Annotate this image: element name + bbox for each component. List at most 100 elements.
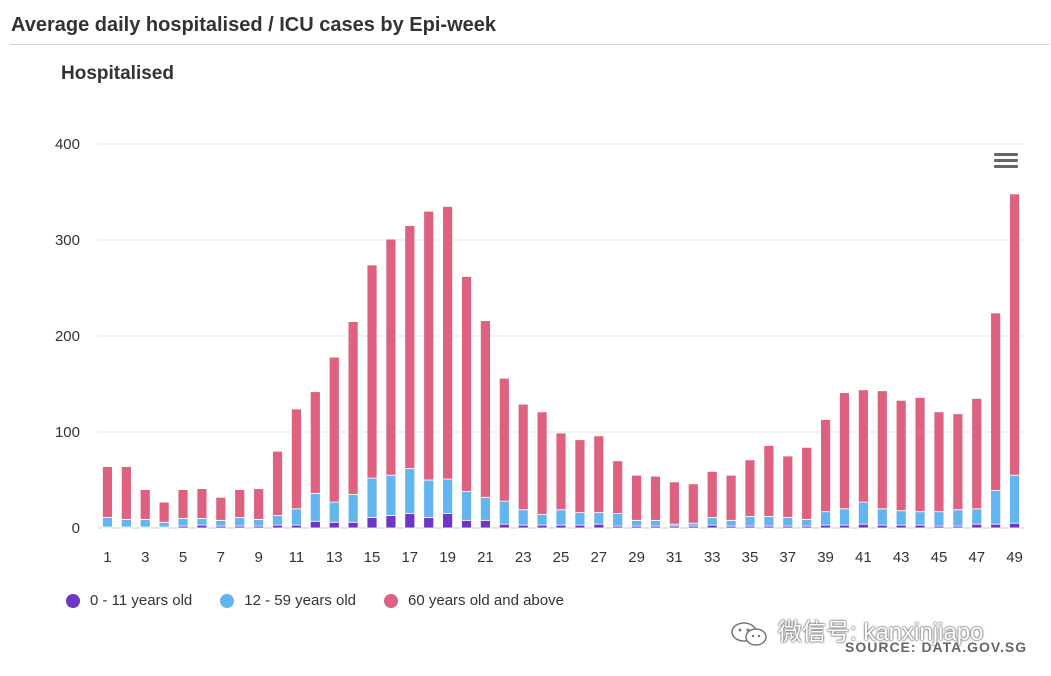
bar-week-19-series-1[interactable] bbox=[442, 478, 454, 515]
bar-week-17-series-1[interactable] bbox=[404, 468, 416, 515]
bar-week-26-series-0[interactable] bbox=[574, 524, 586, 529]
bar-week-22-series-2[interactable] bbox=[498, 377, 510, 502]
bar-week-37-series-2[interactable] bbox=[782, 455, 794, 518]
bar-week-5-series-2[interactable] bbox=[177, 489, 189, 519]
bar-week-25-series-2[interactable] bbox=[555, 432, 567, 511]
bar-week-19-series-0[interactable] bbox=[442, 513, 454, 529]
bar-week-10-series-0[interactable] bbox=[272, 524, 283, 529]
bar-week-2-series-2[interactable] bbox=[120, 466, 132, 520]
bar-week-42-series-1[interactable] bbox=[876, 508, 888, 526]
bar-week-46-series-2[interactable] bbox=[952, 413, 964, 511]
bar-week-8-series-2[interactable] bbox=[234, 489, 246, 518]
bar-week-36-series-2[interactable] bbox=[763, 445, 775, 517]
bar-week-40-series-2[interactable] bbox=[839, 392, 850, 510]
legend-item-60-plus[interactable]: 60 years old and above bbox=[384, 592, 564, 609]
bar-week-25-series-0[interactable] bbox=[555, 524, 567, 529]
bar-week-24-series-0[interactable] bbox=[536, 524, 548, 529]
bar-week-23-series-0[interactable] bbox=[517, 524, 529, 529]
bar-week-14-series-2[interactable] bbox=[347, 321, 359, 495]
bar-week-49-series-1[interactable] bbox=[1009, 474, 1020, 524]
bar-week-6-series-0[interactable] bbox=[196, 524, 208, 529]
bar-week-12-series-0[interactable] bbox=[309, 520, 321, 529]
bar-week-39-series-0[interactable] bbox=[820, 524, 831, 529]
bar-week-13-series-0[interactable] bbox=[328, 521, 340, 529]
bar-week-14-series-0[interactable] bbox=[347, 521, 359, 529]
bar-week-44-series-0[interactable] bbox=[914, 524, 926, 529]
bar-week-8-series-1[interactable] bbox=[234, 517, 246, 527]
bar-week-45-series-2[interactable] bbox=[933, 411, 945, 513]
bar-week-47-series-0[interactable] bbox=[971, 523, 983, 529]
bar-week-11-series-1[interactable] bbox=[291, 508, 302, 526]
bar-week-39-series-1[interactable] bbox=[820, 511, 831, 526]
bar-week-37-series-1[interactable] bbox=[782, 517, 794, 527]
bar-week-45-series-1[interactable] bbox=[933, 511, 945, 527]
bar-week-47-series-2[interactable] bbox=[971, 397, 983, 510]
bar-week-9-series-1[interactable] bbox=[253, 518, 265, 527]
bar-week-9-series-2[interactable] bbox=[253, 488, 265, 520]
bar-week-30-series-1[interactable] bbox=[650, 519, 661, 527]
bar-week-18-series-0[interactable] bbox=[423, 517, 435, 529]
legend-item-0-11[interactable]: 0 - 11 years old bbox=[66, 592, 192, 609]
bar-week-23-series-1[interactable] bbox=[517, 509, 529, 526]
bar-week-22-series-1[interactable] bbox=[498, 500, 510, 525]
bar-week-1-series-1[interactable] bbox=[102, 517, 113, 528]
bar-week-3-series-2[interactable] bbox=[139, 489, 151, 520]
bar-week-18-series-1[interactable] bbox=[423, 479, 435, 518]
bar-week-10-series-2[interactable] bbox=[272, 450, 283, 516]
bar-week-16-series-2[interactable] bbox=[385, 238, 397, 476]
bar-week-21-series-2[interactable] bbox=[480, 320, 491, 498]
bar-week-17-series-0[interactable] bbox=[404, 513, 416, 529]
bar-week-40-series-0[interactable] bbox=[839, 524, 850, 529]
bar-week-16-series-0[interactable] bbox=[385, 515, 397, 529]
bar-week-18-series-2[interactable] bbox=[423, 210, 435, 481]
bar-week-38-series-1[interactable] bbox=[801, 518, 813, 527]
bar-week-33-series-0[interactable] bbox=[706, 524, 718, 529]
bar-week-27-series-1[interactable] bbox=[593, 512, 605, 525]
bar-week-35-series-2[interactable] bbox=[744, 459, 756, 517]
hamburger-menu-icon[interactable] bbox=[994, 153, 1018, 173]
bar-week-44-series-2[interactable] bbox=[914, 397, 926, 513]
bar-week-15-series-1[interactable] bbox=[366, 477, 378, 518]
bar-week-15-series-2[interactable] bbox=[366, 264, 378, 479]
bar-week-41-series-0[interactable] bbox=[857, 523, 869, 529]
bar-week-21-series-0[interactable] bbox=[480, 519, 491, 529]
bar-week-27-series-0[interactable] bbox=[593, 523, 605, 529]
bar-week-33-series-2[interactable] bbox=[706, 470, 718, 518]
bar-week-3-series-1[interactable] bbox=[139, 518, 151, 528]
bar-week-35-series-1[interactable] bbox=[744, 516, 756, 527]
bar-week-29-series-1[interactable] bbox=[631, 519, 642, 527]
bar-week-43-series-1[interactable] bbox=[895, 510, 907, 526]
bar-week-20-series-2[interactable] bbox=[461, 276, 472, 492]
bar-week-13-series-1[interactable] bbox=[328, 501, 340, 523]
bar-week-4-series-2[interactable] bbox=[158, 501, 170, 523]
bar-week-49-series-0[interactable] bbox=[1009, 522, 1020, 529]
bar-week-46-series-1[interactable] bbox=[952, 509, 964, 527]
bar-week-15-series-0[interactable] bbox=[366, 517, 378, 529]
bar-week-20-series-0[interactable] bbox=[461, 519, 472, 529]
bar-week-38-series-2[interactable] bbox=[801, 446, 813, 520]
bar-week-28-series-2[interactable] bbox=[612, 460, 624, 514]
bar-week-43-series-0[interactable] bbox=[895, 524, 907, 529]
bar-week-41-series-1[interactable] bbox=[857, 501, 869, 525]
bar-week-22-series-0[interactable] bbox=[498, 523, 510, 529]
bar-week-33-series-1[interactable] bbox=[706, 517, 718, 526]
bar-week-4-series-1[interactable] bbox=[158, 521, 170, 528]
bar-week-44-series-1[interactable] bbox=[914, 511, 926, 526]
bar-week-6-series-1[interactable] bbox=[196, 518, 208, 526]
bar-week-14-series-1[interactable] bbox=[347, 493, 359, 523]
bar-week-27-series-2[interactable] bbox=[593, 435, 605, 514]
bar-week-21-series-1[interactable] bbox=[480, 496, 491, 521]
bar-week-7-series-2[interactable] bbox=[215, 496, 227, 521]
bar-week-49-series-2[interactable] bbox=[1009, 193, 1020, 476]
bar-week-20-series-1[interactable] bbox=[461, 491, 472, 521]
bar-week-48-series-0[interactable] bbox=[990, 523, 1002, 529]
bar-week-19-series-2[interactable] bbox=[442, 205, 454, 480]
bar-week-29-series-2[interactable] bbox=[631, 474, 642, 521]
bar-week-7-series-1[interactable] bbox=[215, 519, 227, 527]
bar-week-39-series-2[interactable] bbox=[820, 419, 831, 513]
legend-item-12-59[interactable]: 12 - 59 years old bbox=[220, 592, 356, 609]
bar-week-11-series-2[interactable] bbox=[291, 408, 302, 510]
bar-week-13-series-2[interactable] bbox=[328, 356, 340, 503]
bar-week-11-series-0[interactable] bbox=[291, 524, 302, 529]
bar-week-34-series-1[interactable] bbox=[725, 519, 737, 527]
